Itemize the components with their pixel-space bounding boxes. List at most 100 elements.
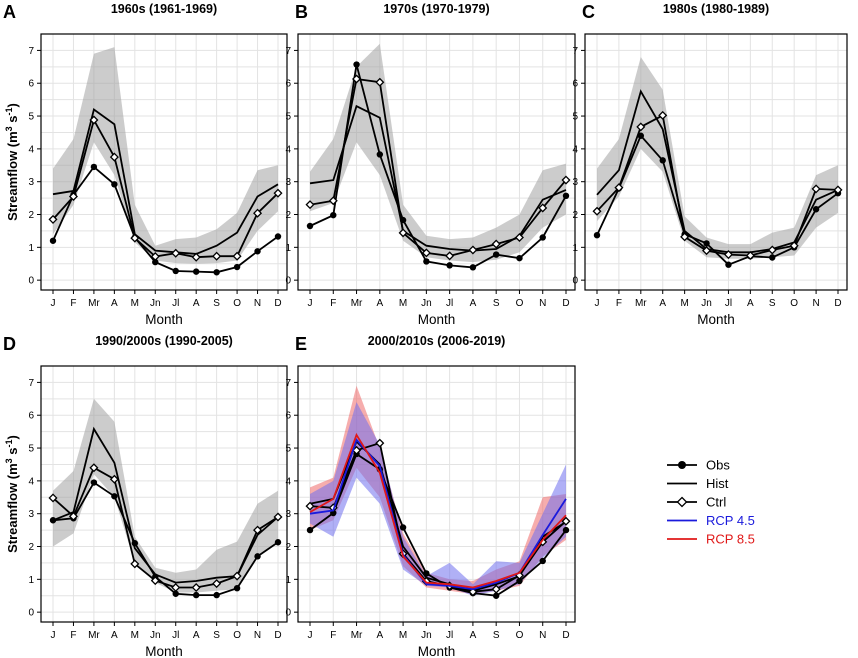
obs-point [306,526,314,534]
obs-point [562,526,570,534]
x-tick-label: A [376,298,383,309]
x-tick-label: D [274,630,281,641]
obs-point [659,157,666,164]
ctrl-point [130,233,140,243]
y-tick-label: 7 [572,46,578,57]
x-tick-label: Mr [88,298,100,309]
obs-point [192,591,200,599]
y-tick-label: 3 [285,177,291,188]
x-tick-label: O [233,630,241,641]
x-tick-label: M [131,630,139,641]
y-tick-label: 6 [28,79,34,90]
ctrl-point [273,512,283,522]
x-axis-label: Month [697,312,735,327]
ctrl-point [561,175,571,185]
ctrl-point [811,184,821,194]
ctrl-point [592,206,602,216]
y-axis-label-part: s [5,447,20,458]
x-tick-label: A [470,630,477,641]
uncertainty-band [310,43,566,263]
panel-e: 0 1 2 3 4 5 6 7 J F Mr A M Jn Jl A S O N D 2000/2010s (2006-… [285,334,576,658]
x-tick-label: Jl [172,298,179,309]
y-tick-label: 6 [572,79,578,90]
obs-point [213,269,220,276]
uncertainty-band [310,402,566,596]
obs-point [562,192,570,200]
y-tick-label: 4 [285,476,291,487]
y-tick-label: 6 [285,411,291,422]
x-tick-label: O [233,298,241,309]
y-tick-label: 5 [285,112,291,123]
panel-title: 1990/2000s (1990-2005) [95,334,233,348]
obs-point [399,524,407,531]
obs-point [233,584,241,592]
y-tick-label: 7 [285,46,291,57]
ctrl-point [232,571,242,581]
ctrl-point [702,246,712,256]
y-axis-label-superscript: 3 [4,126,14,131]
panel-letter: C [582,2,595,22]
y-axis-label-superscript: -1 [4,439,14,447]
x-tick-label: A [376,630,383,641]
obs-point [637,132,645,139]
ctrl-point [130,559,140,569]
uncertainty-band [53,47,278,264]
x-tick-label: N [812,298,819,309]
legend-label-rcp-4-5: RCP 4.5 [706,513,755,528]
ctrl-point [212,251,222,261]
obs-point [213,591,220,599]
x-tick-label: F [330,298,336,309]
obs-point [254,553,261,560]
x-tick-label: A [193,630,200,641]
panel-b: 0 1 2 3 4 5 6 7 J F Mr A M Jn Jl A S O N D 1970s (1970-1979)… [285,2,576,327]
legend-marker-ctrl [676,496,688,508]
x-axis-label: Month [145,312,183,327]
y-tick-label: 2 [28,210,34,221]
y-tick-label: 5 [572,112,578,123]
y-tick-label: 0 [285,608,291,619]
ctrl-point [723,250,733,260]
panel-title: 1980s (1980-1989) [663,2,769,16]
y-tick-label: 5 [28,444,34,455]
ctrl-point [68,191,78,201]
ctrl-point [232,251,242,261]
y-tick-label: 4 [572,144,578,155]
panel-letter: A [3,2,16,22]
obs-point [306,222,314,230]
y-tick-label: 0 [285,276,291,287]
y-tick-label: 3 [285,509,291,520]
x-tick-label: Jn [421,630,432,641]
legend-item-hist: Hist [667,476,729,491]
x-tick-label: S [493,298,500,309]
x-tick-label: D [562,298,569,309]
x-tick-label: M [131,298,139,309]
series-line-obs [52,165,279,274]
obs-point [192,268,200,275]
obs-point [812,206,820,213]
obs-point [593,231,601,239]
x-tick-label: Jl [725,298,732,309]
y-axis-label-superscript: -1 [4,107,14,115]
ctrl-point [191,252,201,262]
ctrl-point [328,196,338,206]
obs-point [376,151,384,158]
x-tick-label: S [213,298,220,309]
x-tick-label: Jn [150,298,161,309]
uncertainty-band [53,398,278,593]
legend-item-rcp-8-5: RCP 8.5 [667,532,755,547]
ctrl-point [789,241,799,251]
series-line-ctrl [52,117,279,259]
obs-point [516,254,523,262]
ctrl-point [212,579,222,589]
y-axis-label: Streamflow (m3 s-1) [4,435,20,553]
x-axis-label: Month [145,644,183,658]
ctrl-point [767,245,777,255]
ctrl-point [253,525,263,535]
ctrl-point [561,516,571,526]
ctrl-point [398,228,408,238]
x-tick-label: Mr [635,298,647,309]
plot-frame [297,365,576,623]
series-line-hist [309,104,567,252]
ctrl-point [109,152,119,162]
